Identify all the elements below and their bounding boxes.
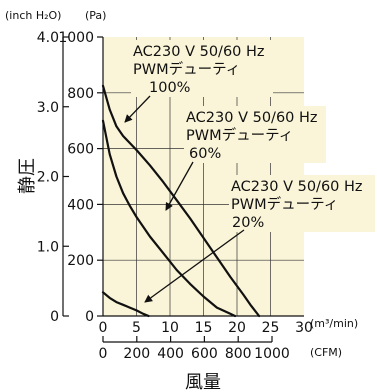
y-tick-label-pa-1000: 1000 [58, 30, 94, 46]
y-tick-label-pa-200: 200 [67, 253, 94, 269]
y-tick-label-inch-2.0: 2.0 [37, 170, 59, 186]
x-unit-cfm: (CFM) [310, 346, 342, 359]
curve-60 [101, 119, 237, 318]
annotation-20-arrow [144, 229, 245, 303]
annotation-20-bg [229, 175, 375, 232]
annotation-100-line1: AC230 V 50/60 Hz [133, 44, 265, 60]
y-tick-label-inch-3.0: 3.0 [37, 100, 59, 116]
y-tick-label-pa-600: 600 [67, 142, 94, 158]
x-tick-label-m3-10: 10 [161, 320, 179, 336]
x-tick-label-cfm-800: 800 [225, 346, 252, 362]
annotation-60-line3: 60% [189, 146, 221, 162]
axes [62, 36, 304, 343]
x-tick-label-cfm-200: 200 [123, 346, 150, 362]
x-tick-label-m3-20: 20 [228, 320, 246, 336]
annotation-20-line1: AC230 V 50/60 Hz [231, 179, 363, 195]
x-tick-label-cfm-1000: 1000 [254, 346, 290, 362]
x-tick-label-cfm-600: 600 [191, 346, 218, 362]
annotation-100-line2: PWMデューティ [133, 60, 240, 78]
annotation-100: AC230 V 50/60 Hz PWMデューティ 100% [124, 40, 273, 123]
annotation-100-bg [131, 40, 273, 97]
x-tick-label-m3-0: 0 [99, 320, 108, 336]
annotation-20-line2: PWMデューティ [231, 195, 338, 213]
curve-20 [101, 291, 150, 318]
y-tick-label-inch-0: 0 [50, 309, 59, 325]
curve-100 [101, 84, 261, 318]
annotation-20-line3: 20% [232, 215, 264, 231]
annotation-20: AC230 V 50/60 Hz PWMデューティ 20% [144, 175, 375, 303]
x-tick-label-m3-15: 15 [195, 320, 213, 336]
annotation-60-arrow [165, 161, 194, 211]
annotation-100-arrow [124, 95, 151, 123]
y-unit-pa: (Pa) [85, 9, 106, 22]
x-axis-title: 風量 [185, 372, 221, 392]
curves [101, 84, 261, 318]
annotation-60-bg [184, 106, 326, 163]
y-tick-label-inch-1.0: 1.0 [37, 239, 59, 255]
annotation-60-line1: AC230 V 50/60 Hz [186, 110, 318, 126]
annotation-100-line3: 100% [149, 80, 190, 96]
y-tick-label-pa-800: 800 [67, 86, 94, 102]
x-tick-label-cfm-400: 400 [157, 346, 184, 362]
x-unit-m3: (m³/min) [310, 317, 358, 330]
x-tick-label-cfm-0: 0 [99, 346, 108, 362]
x-tick-label-m3-25: 25 [262, 320, 280, 336]
x-tick-label-m3-30: 30 [295, 320, 313, 336]
y-axis-title: 静圧 [17, 158, 38, 194]
y-unit-inch: (inch H₂O) [5, 9, 61, 22]
annotation-60: AC230 V 50/60 Hz PWMデューティ 60% [165, 106, 326, 211]
y-tick-label-pa-400: 400 [67, 197, 94, 213]
annotation-60-line2: PWMデューティ [186, 126, 293, 144]
x-tick-label-m3-5: 5 [132, 320, 141, 336]
y-tick-label-pa-0: 0 [85, 309, 94, 325]
y-tick-label-inch-4.0: 4.0 [37, 30, 59, 46]
